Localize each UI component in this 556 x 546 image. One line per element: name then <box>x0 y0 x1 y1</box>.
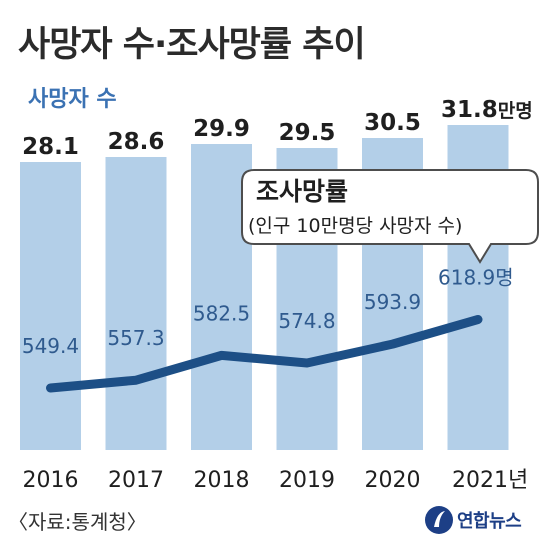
x-axis-labels: 2016 2017 2018 2019 2020 2021년 <box>23 468 529 493</box>
x-label-2019: 2019 <box>279 468 335 493</box>
line-series <box>46 314 483 393</box>
bar-label-2018: 29.9 <box>193 116 250 142</box>
rate-label-2016: 549.4 <box>22 334 79 358</box>
source-note: 〈자료:통계청〉 <box>8 510 147 534</box>
rate-label-2019: 574.8 <box>278 309 335 333</box>
rate-label-2021: 618.9명 <box>438 265 514 289</box>
rate-label-2020: 593.9 <box>364 290 421 314</box>
yonhap-logo-icon <box>425 506 453 534</box>
logo-text: 연합뉴스 <box>457 511 522 532</box>
bar-labels: 28.1 28.6 29.9 29.5 30.5 31.8만명 <box>22 97 533 160</box>
x-label-2016: 2016 <box>23 468 79 493</box>
bar-label-2017: 28.6 <box>108 129 165 155</box>
x-label-2018: 2018 <box>194 468 250 493</box>
series-subtitle-rate: (인구 10만명당 사망자 수) <box>248 215 462 237</box>
x-label-2020: 2020 <box>365 468 421 493</box>
series-name-deaths: 사망자 수 <box>28 87 117 112</box>
chart-title: 사망자 수·조사망률 추이 <box>18 25 366 65</box>
bar-label-2021: 31.8만명 <box>441 97 533 123</box>
callout-bubble <box>241 169 539 264</box>
bar-label-2020: 30.5 <box>364 110 421 136</box>
bar-label-2016: 28.1 <box>22 134 79 160</box>
callout-box: 조사망률 (인구 10만명당 사망자 수) <box>241 169 539 264</box>
rate-label-2018: 582.5 <box>193 301 250 325</box>
x-label-2017: 2017 <box>108 468 164 493</box>
bar-label-2019: 29.5 <box>279 120 336 146</box>
rate-label-2017: 557.3 <box>107 326 164 350</box>
series-name-rate: 조사망률 <box>256 177 348 206</box>
rate-labels: 549.4 557.3 582.5 574.8 593.9 618.9명 <box>22 265 514 358</box>
bar-2017 <box>105 157 167 450</box>
rate-line <box>46 314 483 393</box>
x-label-2021: 2021년 <box>452 468 528 493</box>
publisher-logo: 연합뉴스 <box>424 505 522 535</box>
bar-2016 <box>20 162 81 450</box>
